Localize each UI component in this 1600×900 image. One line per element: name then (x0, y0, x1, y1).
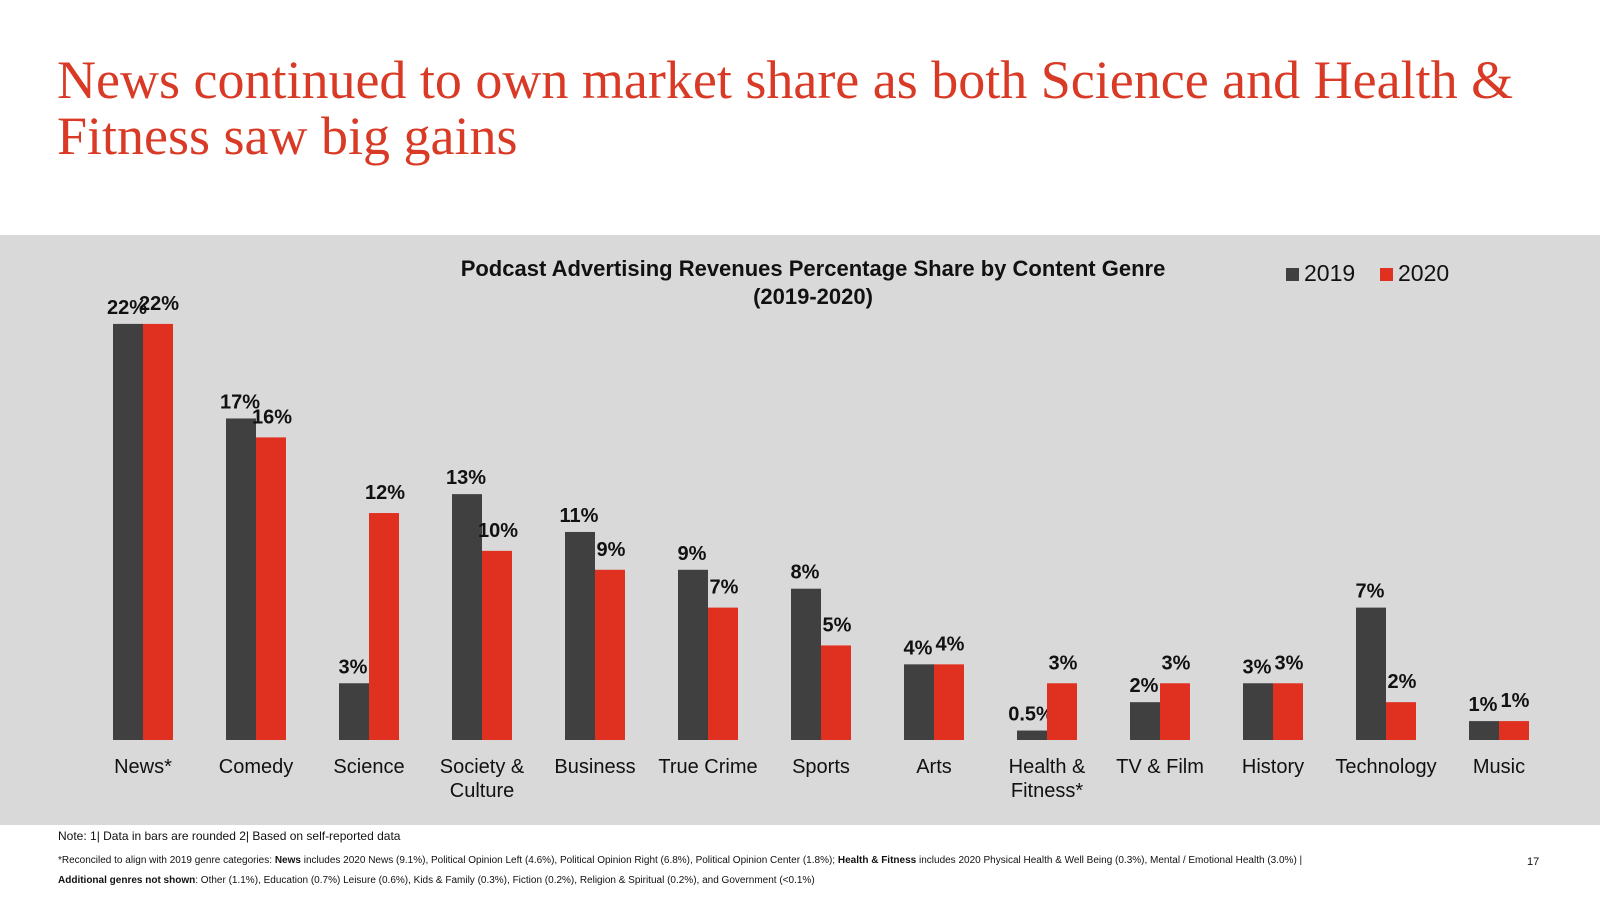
legend-swatch-2020 (1380, 268, 1393, 281)
data-label-2019-history: 3% (1243, 656, 1272, 678)
bar-2019-technology (1356, 607, 1386, 740)
footnote-additional-label: Additional genres not shown (58, 875, 196, 886)
tick-label-sports: Sports (792, 756, 850, 778)
data-label-2020-science: 12% (365, 482, 405, 504)
bar-2019-science (339, 683, 369, 740)
footnote-health-text: includes 2020 Physical Health & Well Bei… (916, 855, 1303, 866)
footnote-additional-text: : Other (1.1%), Education (0.7%) Leisure… (195, 875, 815, 886)
bar-chart: Podcast Advertising Revenues Percentage … (107, 256, 1530, 802)
bar-2020-comedy (256, 437, 286, 740)
data-label-2020-true-crime: 7% (710, 577, 739, 599)
bar-2020-true-crime (708, 607, 738, 740)
tick-label-true-crime: True Crime (658, 756, 757, 778)
data-label-2019-tv-film: 2% (1130, 675, 1159, 697)
footnote-news-text: includes 2020 News (9.1%), Political Opi… (300, 855, 838, 866)
data-label-2020-technology: 2% (1388, 671, 1417, 693)
data-label-2020-business: 9% (597, 539, 626, 561)
tick-label-society-culture: Society & Culture (440, 756, 525, 802)
footnote-news-label: News (274, 855, 301, 866)
page-number: 17 (1527, 856, 1540, 868)
chart-note: Note: 1| Data in bars are rounded 2| Bas… (58, 829, 401, 843)
bar-2020-news (143, 323, 173, 740)
tick-label-business: Business (554, 756, 635, 778)
tick-label-comedy: Comedy (219, 756, 293, 778)
bar-2019-society-culture (452, 494, 482, 740)
data-label-2019-health-fitness: 0.5% (1008, 704, 1054, 726)
bar-2020-society-culture (482, 550, 512, 740)
bar-2020-music (1499, 721, 1529, 740)
data-label-2019-music: 1% (1469, 694, 1498, 716)
data-label-2019-society-culture: 13% (446, 467, 486, 489)
data-label-2019-comedy: 17% (220, 391, 260, 413)
data-label-2020-society-culture: 10% (478, 520, 518, 542)
bar-2020-history (1273, 683, 1303, 740)
data-label-2019-business: 11% (560, 505, 599, 527)
footnote-reconciled-prefix: *Reconciled to align with 2019 genre cat… (58, 855, 275, 866)
legend-label-2020: 2020 (1398, 260, 1449, 286)
slide-title: News continued to own market share as bo… (57, 50, 1514, 166)
footnote-reconciled: *Reconciled to align with 2019 genre cat… (58, 855, 1302, 866)
tick-label-technology: Technology (1335, 756, 1436, 778)
data-label-2019-arts: 4% (904, 637, 933, 659)
chart-subtitle: (2019-2020) (753, 284, 873, 309)
bar-2019-health-fitness (1017, 730, 1047, 740)
legend: 2019 2020 (1286, 260, 1449, 286)
data-label-2020-health-fitness: 3% (1049, 652, 1078, 674)
data-label-2019-science: 3% (339, 656, 368, 678)
bar-2019-tv-film (1130, 702, 1160, 740)
data-label-2020-news: 22% (139, 293, 179, 315)
bar-2019-sports (791, 588, 821, 740)
data-label-2019-news: 22% (107, 297, 147, 319)
tick-label-music: Music (1473, 756, 1525, 778)
tick-label-arts: Arts (916, 756, 952, 778)
data-label-2019-true-crime: 9% (678, 543, 707, 565)
data-label-2020-sports: 5% (823, 614, 852, 636)
bar-2019-comedy (226, 418, 256, 740)
data-label-2020-music: 1% (1501, 690, 1530, 712)
data-label-2019-technology: 7% (1356, 581, 1385, 603)
tick-label-news: News* (114, 756, 172, 778)
bar-2020-sports (821, 645, 851, 740)
data-label-2020-comedy: 16% (252, 406, 292, 428)
tick-label-health-fitness: Health & Fitness* (1009, 756, 1086, 802)
data-label-2019-sports: 8% (791, 562, 820, 584)
bar-2019-arts (904, 664, 934, 740)
data-label-2020-history: 3% (1275, 652, 1304, 674)
bar-2020-health-fitness (1047, 683, 1077, 740)
bar-2020-tv-film (1160, 683, 1190, 740)
bar-2019-music (1469, 721, 1499, 740)
chart-bars: 22%22% News* 17%16% Comedy 3% 12% Science 13% 10… (107, 293, 1530, 802)
legend-swatch-2019 (1286, 268, 1299, 281)
bar-2019-news (113, 323, 143, 740)
data-label-2020-tv-film: 3% (1162, 652, 1191, 674)
bar-2019-true-crime (678, 569, 708, 740)
footnote-health-label: Health & Fitness (837, 855, 917, 866)
data-label-2020-arts: 4% (936, 633, 965, 655)
bar-2020-technology (1386, 702, 1416, 740)
tick-label-tv-film: TV & Film (1116, 756, 1204, 778)
bar-2020-arts (934, 664, 964, 740)
chart-panel: Podcast Advertising Revenues Percentage … (0, 235, 1600, 825)
chart-title: Podcast Advertising Revenues Percentage … (461, 256, 1166, 281)
bar-2019-business (565, 531, 595, 740)
legend-label-2019: 2019 (1304, 260, 1355, 286)
footnote-additional: Additional genres not shown: Other (1.1%… (58, 875, 815, 886)
tick-label-science: Science (333, 756, 404, 778)
bar-2019-history (1243, 683, 1273, 740)
bar-2020-business (595, 569, 625, 740)
bar-2020-science (369, 513, 399, 740)
tick-label-history: History (1242, 756, 1304, 778)
